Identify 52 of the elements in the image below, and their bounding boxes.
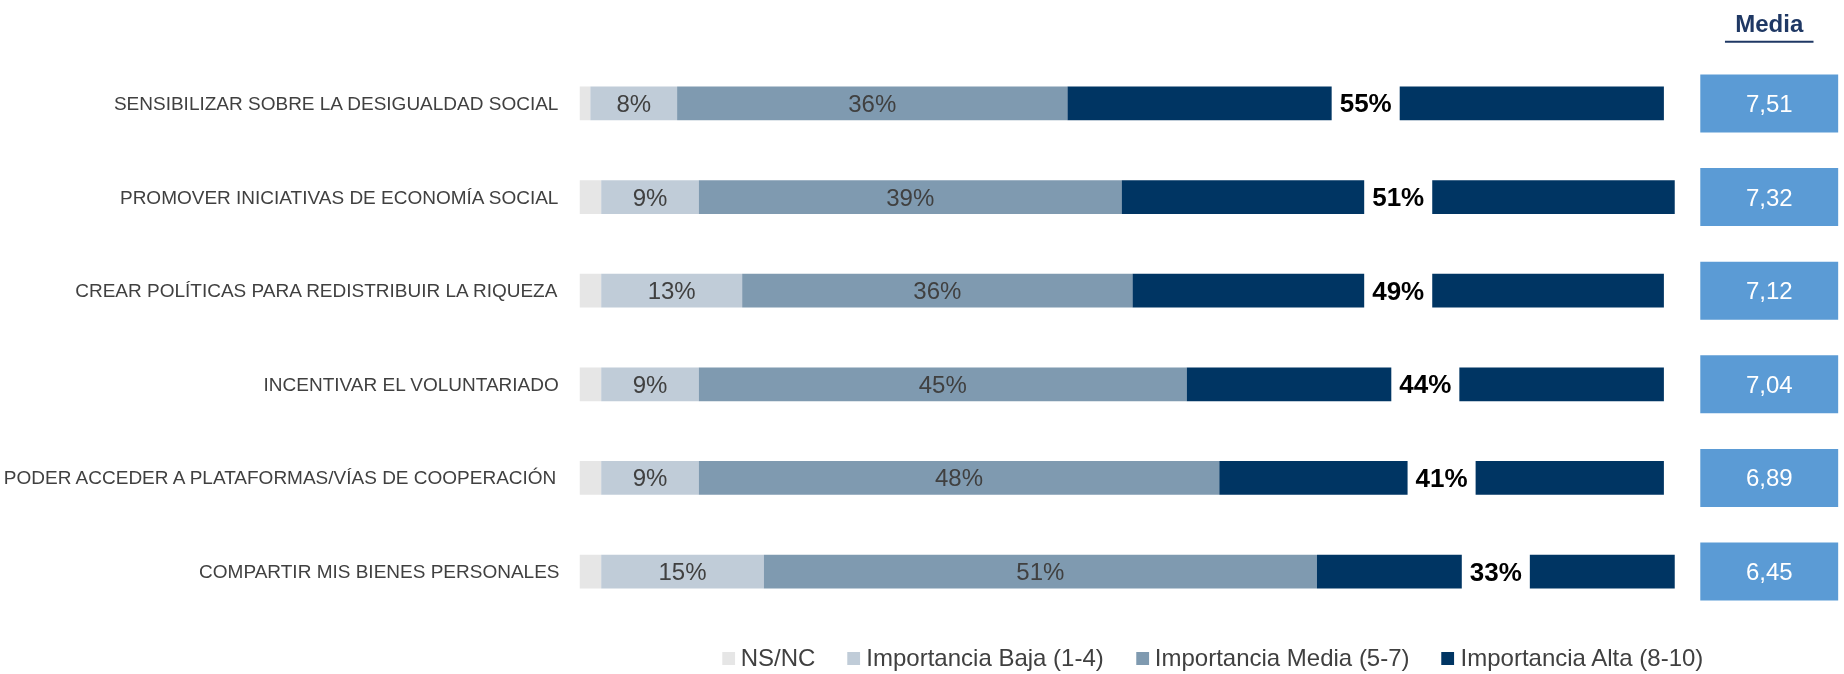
- legend-label: Importancia Media (5-7): [1154, 644, 1410, 672]
- text: Media: [1735, 10, 1804, 38]
- bar: [763, 554, 1317, 589]
- legend-label: NS/NC: [740, 644, 816, 672]
- y-tick-label: INCENTIVAR EL VOLUNTARIADO: [263, 373, 559, 395]
- text: 7,51: [1745, 89, 1793, 117]
- data-label: 41%: [1415, 462, 1468, 493]
- data-label: 9%: [632, 183, 668, 211]
- y-tick-label: PROMOVER INICIATIVAS DE ECONOMÍA SOCIAL: [119, 186, 559, 208]
- data-label: 39%: [886, 183, 935, 211]
- bar: [677, 86, 1068, 121]
- text: 7,32: [1745, 183, 1793, 211]
- data-label: 36%: [848, 89, 897, 117]
- bar: [742, 273, 1133, 308]
- data-label: 9%: [632, 370, 668, 398]
- bar: [601, 554, 764, 589]
- y-tick-label: SENSIBILIZAR SOBRE LA DESIGUALDAD SOCIAL: [113, 92, 559, 114]
- bar: [579, 273, 602, 308]
- data-label: 13%: [647, 277, 696, 305]
- data-label: 51%: [1016, 558, 1065, 586]
- bar: [601, 180, 699, 214]
- data-label: 9%: [632, 464, 668, 492]
- bar: [579, 461, 602, 495]
- y-tick-label: COMPARTIR MIS BIENES PERSONALES: [199, 561, 560, 583]
- data-label: 33%: [1469, 556, 1522, 587]
- bar: [601, 461, 699, 495]
- data-label: 36%: [913, 277, 962, 305]
- bar: [698, 180, 1122, 214]
- text: 7,04: [1745, 370, 1793, 398]
- y-tick-label: PODER ACCEDER A PLATAFORMAS/VÍAS DE COOPERACIÓN: [3, 467, 557, 489]
- data-label: 44%: [1399, 369, 1452, 400]
- data-label: 45%: [918, 370, 967, 398]
- bar: [579, 367, 602, 402]
- bar: [579, 86, 591, 121]
- data-label: 15%: [658, 558, 707, 586]
- data-label: 55%: [1339, 88, 1392, 119]
- bar: [579, 180, 602, 214]
- text: 7,12: [1745, 277, 1793, 305]
- bar: [698, 461, 1220, 495]
- data-label: 8%: [616, 89, 652, 117]
- bar: [601, 367, 699, 402]
- text: 6,89: [1745, 464, 1793, 492]
- data-label: 49%: [1372, 275, 1425, 306]
- bar: [698, 367, 1187, 402]
- text: 6,45: [1745, 558, 1793, 586]
- y-tick-label: CREAR POLÍTICAS PARA REDISTRIBUIR LA RIQUEZA: [75, 280, 558, 302]
- bar: [601, 273, 743, 308]
- legend-label: Importancia Baja (1-4): [866, 644, 1104, 672]
- bar: [579, 554, 602, 589]
- legend-label: Importancia Alta (8-10): [1460, 644, 1704, 672]
- data-label: 51%: [1372, 182, 1425, 213]
- data-label: 48%: [935, 464, 984, 492]
